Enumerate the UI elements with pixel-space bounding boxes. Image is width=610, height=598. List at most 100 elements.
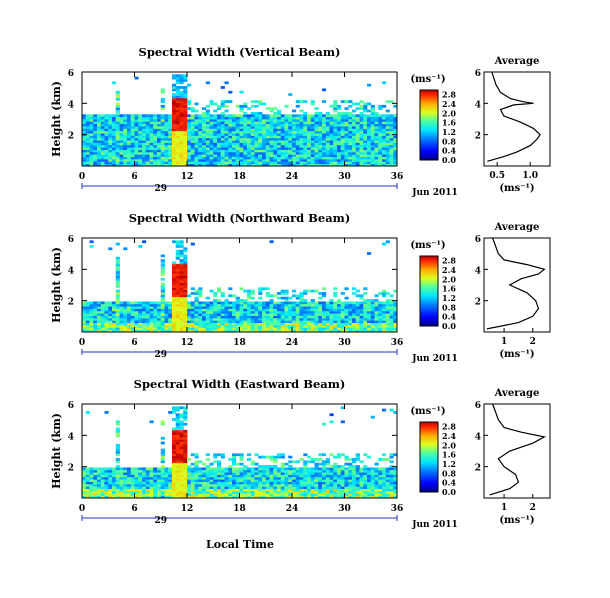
heatmap-cell [213, 472, 218, 475]
heatmap-cell [367, 479, 372, 482]
heatmap-cell [273, 116, 278, 120]
heatmap-cell [355, 465, 360, 468]
heatmap-cell [370, 476, 375, 480]
heatmap-cell [344, 144, 349, 148]
heatmap-cell [258, 301, 263, 305]
heatmap-cell [288, 467, 293, 471]
heatmap-cell [307, 315, 312, 319]
heatmap-cell [205, 474, 210, 478]
heatmap-cell [363, 322, 368, 326]
heatmap-cell [183, 415, 188, 419]
heatmap-cell [217, 462, 222, 466]
heatmap-cell [314, 315, 319, 319]
heatmap-cell [82, 303, 87, 307]
heatmap-cell [247, 133, 252, 136]
heatmap-cell [138, 114, 143, 118]
heatmap-cell [382, 114, 387, 118]
heatmap-cell [295, 123, 300, 127]
heatmap-cell [329, 486, 334, 489]
heatmap-cell [243, 317, 248, 321]
heatmap-cell [209, 495, 214, 499]
heatmap-cell [168, 490, 173, 494]
heatmap-cell [187, 310, 192, 314]
heatmap-cell [370, 474, 375, 478]
heatmap-cell [393, 483, 398, 487]
heatmap-cell [299, 109, 304, 113]
heatmap-cell [310, 467, 315, 471]
heatmap-cell [277, 453, 282, 457]
heatmap-cell [243, 163, 248, 167]
heatmap-cell [265, 121, 270, 125]
heatmap-cell [175, 116, 180, 120]
colorbar-swatch [420, 156, 438, 159]
heatmap-cell [359, 324, 364, 328]
heatmap-cell [142, 161, 147, 165]
heatmap-cell [292, 320, 297, 323]
heatmap-cell [307, 154, 312, 157]
heatmap-cell [134, 151, 139, 155]
heatmap-cell [273, 322, 278, 326]
heatmap-cell [104, 142, 109, 146]
heatmap-cell [228, 135, 233, 139]
heatmap-cell [149, 308, 154, 312]
heatmap-cell [235, 114, 240, 118]
heatmap-cell [370, 306, 375, 309]
heatmap-cell [119, 123, 124, 127]
heatmap-cell [205, 130, 210, 134]
heatmap-cell [382, 144, 387, 148]
heatmap-cell [168, 493, 173, 497]
heatmap-cell [307, 303, 312, 307]
heatmap-cell [228, 123, 233, 127]
heatmap-cell [160, 261, 165, 265]
heatmap-cell [333, 287, 338, 291]
heatmap-cell [89, 130, 94, 134]
heatmap-cell [93, 119, 98, 122]
heatmap-cell [269, 327, 274, 331]
heatmap-cell [93, 137, 98, 141]
heatmap-cell [284, 299, 289, 302]
heatmap-cell [130, 140, 135, 143]
heatmap-cell [367, 114, 372, 118]
heatmap-cell [329, 142, 334, 146]
heatmap-cell [370, 158, 375, 162]
heatmap-cell [269, 315, 274, 319]
heatmap-cell [385, 161, 390, 165]
heatmap-cell [262, 151, 267, 155]
heatmap-cell [187, 123, 192, 127]
heatmap-cell [179, 126, 184, 129]
heatmap-cell [325, 490, 330, 494]
heatmap-cell [273, 490, 278, 494]
colorbar-swatch [420, 305, 438, 308]
heatmap-cell [112, 303, 117, 307]
heatmap-cell [232, 161, 237, 165]
heatmap-cell [292, 158, 297, 162]
heatmap-cell [187, 469, 192, 473]
heatmap-cell [284, 149, 289, 153]
heatmap-cell [160, 436, 165, 440]
heatmap-cell [119, 472, 124, 475]
heatmap-cell [183, 436, 188, 440]
heatmap-cell [355, 495, 360, 499]
heatmap-cell [134, 116, 139, 120]
heatmap-cell [175, 240, 180, 244]
heatmap-cell [333, 116, 338, 120]
heatmap-cell [303, 495, 308, 499]
heatmap-cell [130, 123, 135, 127]
heatmap-cell [318, 469, 323, 473]
heatmap-cell [265, 114, 270, 118]
heatmap-cell [179, 310, 184, 314]
heatmap-cell [190, 453, 195, 457]
heatmap-cell [303, 462, 308, 466]
heatmap-cell [172, 137, 177, 141]
heatmap-cell [187, 119, 192, 122]
heatmap-cell [108, 301, 113, 305]
heatmap-cell [329, 130, 334, 134]
heatmap-cell [130, 495, 135, 499]
heatmap-cell [299, 479, 304, 482]
heatmap-cell [119, 479, 124, 482]
heatmap-cell [333, 462, 338, 466]
heatmap-cell [378, 308, 383, 312]
heatmap-cell [277, 133, 282, 136]
heatmap-cell [187, 161, 192, 165]
heatmap-cell [389, 315, 394, 319]
